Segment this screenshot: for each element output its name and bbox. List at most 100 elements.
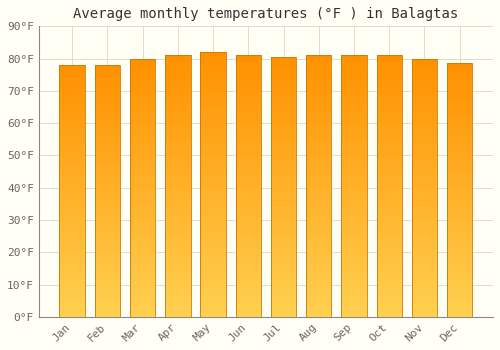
Bar [60, 97, 85, 98]
Bar [306, 302, 332, 304]
Bar [412, 175, 437, 176]
Bar [306, 310, 332, 312]
Bar [306, 251, 332, 253]
Bar [130, 313, 156, 314]
Bar [376, 258, 402, 259]
Bar [130, 131, 156, 132]
Bar [447, 146, 472, 147]
Bar [447, 274, 472, 275]
Bar [376, 55, 402, 57]
Bar [165, 286, 190, 287]
Bar [236, 174, 261, 176]
Bar [60, 147, 85, 148]
Bar [271, 227, 296, 229]
Bar [271, 254, 296, 256]
Bar [236, 160, 261, 161]
Bar [94, 276, 120, 278]
Bar [376, 186, 402, 187]
Bar [271, 195, 296, 196]
Bar [165, 126, 190, 127]
Bar [200, 176, 226, 178]
Bar [60, 194, 85, 195]
Bar [236, 112, 261, 113]
Bar [200, 101, 226, 103]
Bar [130, 211, 156, 212]
Bar [236, 183, 261, 185]
Bar [306, 242, 332, 244]
Bar [342, 70, 366, 71]
Bar [94, 131, 120, 132]
Bar [236, 153, 261, 155]
Bar [94, 75, 120, 76]
Bar [94, 143, 120, 144]
Bar [412, 170, 437, 171]
Bar [60, 69, 85, 70]
Bar [60, 171, 85, 172]
Bar [236, 68, 261, 70]
Bar [130, 217, 156, 219]
Bar [376, 216, 402, 217]
Bar [60, 251, 85, 253]
Bar [60, 166, 85, 167]
Bar [94, 195, 120, 196]
Bar [342, 153, 366, 155]
Bar [412, 202, 437, 203]
Bar [94, 283, 120, 284]
Bar [165, 100, 190, 101]
Bar [306, 290, 332, 292]
Bar [342, 109, 366, 110]
Bar [306, 131, 332, 132]
Bar [271, 289, 296, 291]
Bar [130, 79, 156, 81]
Bar [94, 225, 120, 226]
Bar [412, 310, 437, 312]
Bar [412, 298, 437, 299]
Bar [236, 74, 261, 75]
Bar [271, 241, 296, 243]
Bar [165, 151, 190, 152]
Bar [376, 300, 402, 301]
Bar [236, 101, 261, 103]
Bar [342, 199, 366, 201]
Bar [94, 83, 120, 84]
Bar [236, 191, 261, 193]
Bar [447, 251, 472, 252]
Bar [447, 280, 472, 281]
Bar [271, 202, 296, 204]
Bar [94, 246, 120, 247]
Bar [236, 92, 261, 93]
Bar [447, 184, 472, 185]
Bar [342, 147, 366, 148]
Bar [165, 270, 190, 271]
Bar [306, 314, 332, 315]
Bar [60, 198, 85, 200]
Bar [94, 68, 120, 69]
Bar [165, 224, 190, 225]
Bar [342, 151, 366, 152]
Bar [271, 78, 296, 79]
Bar [60, 65, 85, 66]
Bar [60, 245, 85, 246]
Bar [412, 290, 437, 291]
Bar [412, 114, 437, 116]
Bar [200, 306, 226, 308]
Bar [165, 228, 190, 229]
Bar [306, 191, 332, 193]
Bar [412, 88, 437, 90]
Bar [165, 136, 190, 138]
Bar [271, 189, 296, 191]
Bar [342, 71, 366, 72]
Bar [306, 135, 332, 136]
Bar [130, 285, 156, 286]
Bar [165, 190, 190, 191]
Bar [412, 187, 437, 188]
Bar [200, 85, 226, 86]
Bar [60, 65, 85, 317]
Bar [165, 110, 190, 112]
Bar [306, 139, 332, 140]
Bar [306, 182, 332, 183]
Bar [271, 104, 296, 105]
Bar [165, 290, 190, 292]
Bar [165, 302, 190, 304]
Bar [130, 191, 156, 193]
